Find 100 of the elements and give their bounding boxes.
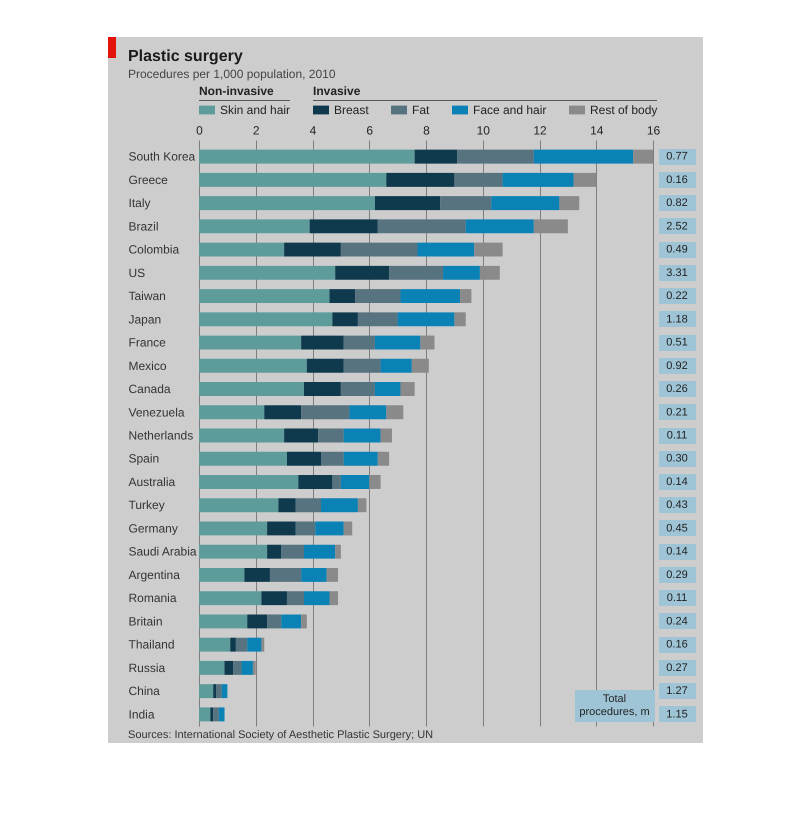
text: 0.29 bbox=[666, 568, 688, 581]
bar bbox=[199, 707, 210, 722]
text: 0.11 bbox=[666, 592, 688, 604]
bar bbox=[454, 172, 503, 187]
bar bbox=[199, 684, 214, 698]
y-tick-label: China bbox=[128, 684, 160, 698]
bar bbox=[199, 196, 375, 210]
bar bbox=[344, 428, 381, 442]
bar bbox=[267, 544, 282, 559]
bar bbox=[295, 498, 322, 512]
bar bbox=[216, 684, 222, 698]
bar bbox=[306, 358, 344, 373]
bar bbox=[374, 336, 420, 350]
bar bbox=[335, 266, 390, 280]
y-tick-label: Russia bbox=[128, 660, 166, 675]
bar bbox=[199, 336, 302, 350]
bar bbox=[199, 591, 262, 606]
source-note: Sources: International Society of Aesthetic Plastic Surgery; UN bbox=[128, 728, 434, 742]
bar bbox=[261, 638, 264, 652]
y-tick-label: Australia bbox=[128, 474, 176, 489]
bar bbox=[264, 405, 302, 420]
bar bbox=[270, 568, 302, 582]
legend-label: Rest of body bbox=[590, 103, 658, 117]
bar bbox=[199, 289, 330, 304]
text: 0.16 bbox=[666, 638, 688, 651]
bar bbox=[199, 172, 386, 187]
chart-title: Plastic surgery bbox=[128, 48, 243, 65]
text: 0.92 bbox=[666, 360, 688, 372]
bar bbox=[199, 266, 336, 280]
bar bbox=[340, 242, 418, 257]
y-tick-label: Mexico bbox=[128, 358, 167, 373]
bar bbox=[199, 150, 415, 164]
bar bbox=[374, 382, 400, 396]
x-tick-label: 8 bbox=[423, 124, 430, 138]
bar bbox=[491, 196, 560, 210]
text: 2.52 bbox=[666, 220, 688, 232]
bar bbox=[380, 358, 412, 373]
bar bbox=[236, 638, 248, 652]
y-tick-label: Canada bbox=[128, 382, 171, 396]
bar bbox=[400, 382, 415, 396]
bar bbox=[247, 614, 268, 628]
bar bbox=[298, 475, 332, 489]
bar bbox=[261, 591, 287, 606]
bar bbox=[199, 475, 298, 489]
y-tick-label: Netherlands bbox=[128, 428, 194, 442]
bar bbox=[321, 498, 358, 512]
bar bbox=[534, 150, 634, 164]
text: 3.31 bbox=[666, 266, 688, 279]
y-tick-label: Greece bbox=[128, 172, 168, 187]
bar bbox=[199, 428, 284, 442]
bar bbox=[358, 312, 398, 326]
bar bbox=[304, 591, 330, 606]
bar bbox=[414, 150, 458, 164]
bar bbox=[267, 521, 296, 536]
bar bbox=[344, 452, 378, 466]
bar bbox=[380, 428, 392, 442]
bar bbox=[355, 289, 400, 304]
bar bbox=[304, 382, 341, 396]
bar bbox=[224, 660, 234, 675]
bar bbox=[310, 219, 378, 234]
y-tick-label: Turkey bbox=[128, 498, 165, 512]
bar bbox=[199, 382, 304, 396]
bar bbox=[326, 568, 338, 582]
bar bbox=[315, 521, 344, 536]
bar bbox=[247, 638, 262, 652]
bar bbox=[330, 591, 338, 606]
x-tick-label: 0 bbox=[196, 124, 204, 138]
y-tick-label: South Korea bbox=[128, 150, 196, 164]
text: 0.26 bbox=[666, 383, 688, 396]
bar bbox=[321, 452, 344, 466]
bar bbox=[244, 568, 270, 582]
bar bbox=[457, 150, 534, 164]
y-tick-label: Colombia bbox=[128, 242, 180, 257]
bar bbox=[286, 591, 304, 606]
bar bbox=[344, 336, 375, 350]
x-tick-label: 2 bbox=[252, 124, 260, 138]
bar bbox=[281, 544, 304, 559]
y-tick-label: Brazil bbox=[128, 219, 159, 234]
bar bbox=[378, 452, 390, 466]
bar bbox=[267, 614, 282, 628]
bar bbox=[278, 498, 296, 512]
bar bbox=[199, 452, 287, 466]
bar bbox=[242, 660, 253, 675]
bar bbox=[440, 196, 492, 210]
bar bbox=[199, 614, 248, 628]
x-tick-label: 12 bbox=[533, 124, 547, 138]
y-tick-label: Taiwan bbox=[128, 289, 166, 304]
bar bbox=[199, 521, 268, 536]
bar bbox=[417, 242, 474, 257]
x-tick-label: 16 bbox=[646, 124, 660, 138]
text: 0.14 bbox=[666, 546, 688, 558]
annotation: Total procedures, m bbox=[574, 690, 654, 722]
text: 0.22 bbox=[666, 290, 688, 302]
bar bbox=[386, 405, 404, 420]
y-tick-label: Japan bbox=[128, 312, 162, 326]
text: 0.45 bbox=[666, 522, 688, 534]
bar bbox=[344, 521, 352, 536]
bar bbox=[199, 544, 268, 559]
legend-label: Face and hair bbox=[473, 103, 546, 117]
bar bbox=[398, 312, 454, 326]
